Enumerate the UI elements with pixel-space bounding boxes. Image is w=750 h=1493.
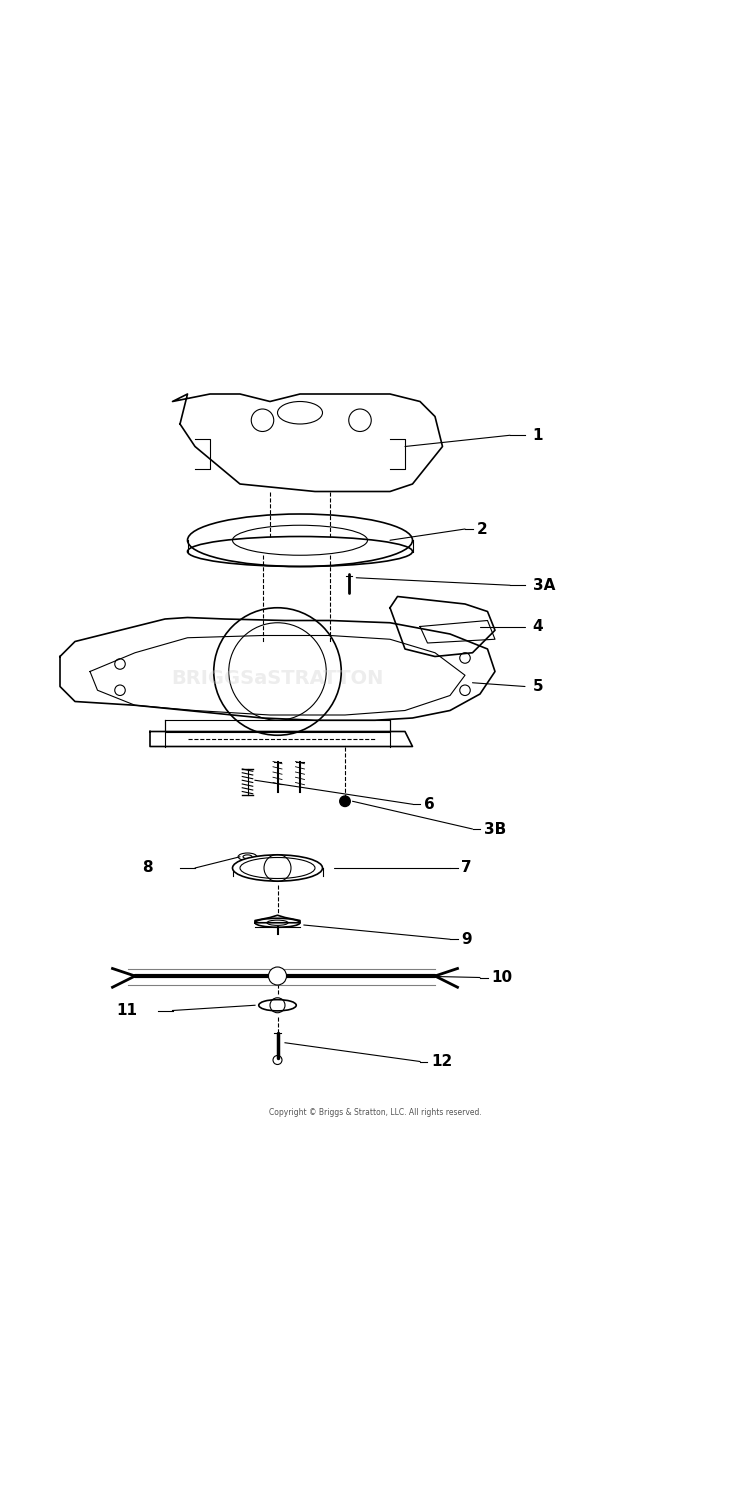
Ellipse shape [259, 1000, 296, 1011]
Text: 7: 7 [461, 860, 472, 875]
Text: 12: 12 [431, 1054, 452, 1069]
Text: 1: 1 [532, 428, 543, 443]
Text: 5: 5 [532, 679, 543, 694]
Text: Copyright © Briggs & Stratton, LLC. All rights reserved.: Copyright © Briggs & Stratton, LLC. All … [268, 1108, 482, 1117]
Text: 9: 9 [461, 932, 472, 947]
Text: BRIGGSaSTRATTON: BRIGGSaSTRATTON [171, 669, 384, 688]
Text: 2: 2 [476, 521, 487, 536]
Text: 4: 4 [532, 620, 543, 635]
Circle shape [268, 967, 286, 985]
Text: 3A: 3A [532, 578, 555, 593]
Text: 11: 11 [116, 1003, 137, 1018]
Text: 8: 8 [142, 860, 153, 875]
Text: 6: 6 [424, 797, 434, 812]
Text: 3B: 3B [484, 821, 506, 836]
Ellipse shape [232, 855, 322, 881]
Text: 10: 10 [491, 970, 512, 985]
Circle shape [340, 796, 350, 806]
